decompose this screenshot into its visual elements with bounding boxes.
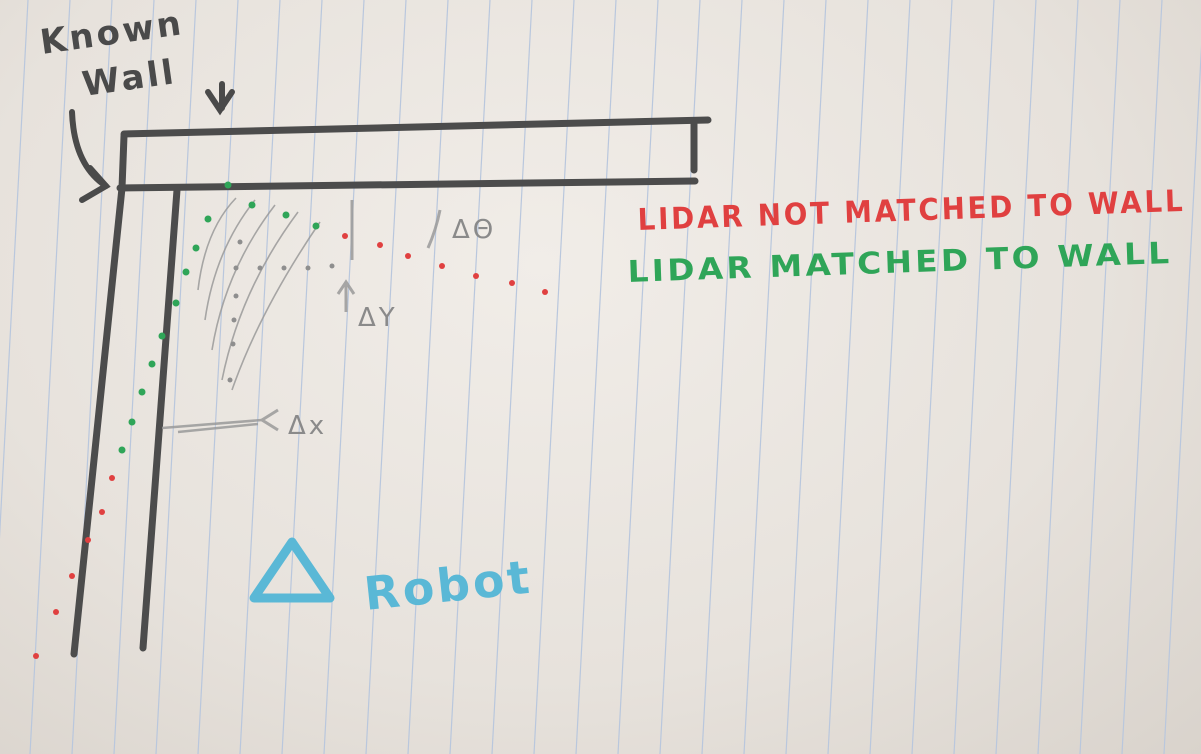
rule-line [1037, 0, 1079, 754]
pencil-arc [221, 211, 299, 381]
lidar-point [172, 299, 180, 307]
known-wall-arrows [69, 81, 235, 203]
wall-left-outer-edge [70, 132, 128, 658]
lidar-point [509, 280, 515, 286]
legend-not-matched: LIDAR NOT MATCHED TO WALL [637, 184, 1186, 238]
pencil-bracket-theta [426, 209, 442, 249]
rule-line [323, 0, 365, 754]
lidar-point [473, 273, 479, 279]
lidar-point [204, 215, 212, 223]
lidar-point [138, 388, 146, 396]
lidar-point [329, 263, 335, 269]
rule-line [365, 0, 407, 754]
robot-label: Robot [362, 550, 535, 621]
legend-matched: LIDAR MATCHED TO WALL [627, 236, 1173, 290]
lidar-point [224, 181, 232, 189]
lidar-point [257, 265, 263, 271]
known-wall [70, 116, 712, 658]
up-arrow-icon [336, 279, 356, 312]
rule-line [197, 0, 239, 754]
rule-line [953, 0, 995, 754]
lidar-point [69, 573, 75, 579]
lidar-point [281, 265, 287, 271]
rule-line [785, 0, 827, 754]
lidar-point [237, 239, 243, 245]
rule-line [995, 0, 1037, 754]
lidar-point [377, 242, 383, 248]
pencil-arc [231, 221, 321, 391]
rule-line [575, 0, 617, 754]
wall-top-outer-edge [120, 116, 712, 138]
wall-left-inner-edge [139, 186, 181, 652]
lidar-point [148, 360, 156, 368]
pencil-offset-sketch [161, 197, 442, 434]
lidar-point [85, 537, 91, 543]
rule-line [701, 0, 743, 754]
rule-line [1163, 45, 1201, 754]
lidar-point [158, 332, 166, 340]
rule-line [617, 0, 659, 754]
rule-line [1079, 0, 1121, 754]
lidar-point [109, 475, 115, 481]
delta-y-label: ΔY [358, 303, 398, 333]
rule-line [281, 0, 323, 754]
lidar-point [99, 509, 105, 515]
lidar-point [192, 244, 200, 252]
wall-top-inner-edge [116, 177, 699, 192]
rule-line [449, 0, 491, 754]
lidar-point [233, 265, 239, 271]
rule-line [911, 0, 953, 754]
lidar-point [128, 418, 136, 426]
lidar-point [118, 446, 126, 454]
lidar-not-matched-points [33, 233, 548, 659]
rule-line [239, 0, 281, 754]
lidar-point [542, 289, 548, 295]
lidar-point [227, 377, 233, 383]
lidar-point [312, 222, 320, 230]
lidar-matched-points [118, 181, 320, 454]
arrow-head-icon [79, 165, 111, 203]
rule-line [407, 0, 449, 754]
delta-x-label: Δx [288, 411, 327, 441]
pencil-tick-x [161, 418, 263, 434]
rule-line [827, 0, 869, 754]
rule-line [0, 0, 29, 540]
rule-line [869, 0, 911, 754]
lidar-point [53, 609, 59, 615]
rule-line [659, 0, 701, 754]
lidar-point [342, 233, 348, 239]
lidar-point [182, 268, 190, 276]
lidar-point [248, 201, 256, 209]
down-arrow-head-icon [205, 89, 235, 116]
lidar-point [231, 317, 237, 323]
corrected-scan-points [227, 239, 335, 383]
left-arrow-icon [259, 408, 279, 432]
rule-line [491, 0, 533, 754]
lidar-point [439, 263, 445, 269]
lidar-point [305, 265, 311, 271]
lidar-point [230, 341, 236, 347]
pencil-arc [197, 197, 237, 291]
lidar-point [233, 293, 239, 299]
rule-line [29, 0, 71, 754]
rule-line [1121, 0, 1163, 754]
lidar-point [33, 653, 39, 659]
rule-line [743, 0, 785, 754]
curved-arrow-icon [69, 109, 109, 189]
pencil-arc [204, 199, 256, 321]
rule-line [533, 0, 575, 754]
robot-triangle-icon [249, 537, 335, 603]
known-wall-label-line2: Wall [80, 52, 179, 105]
rule-line [113, 0, 155, 754]
lidar-point [282, 211, 290, 219]
lidar-point [405, 253, 411, 259]
pencil-arc [211, 204, 276, 351]
delta-theta-label: ΔΘ [452, 215, 496, 245]
rule-line [155, 0, 197, 754]
